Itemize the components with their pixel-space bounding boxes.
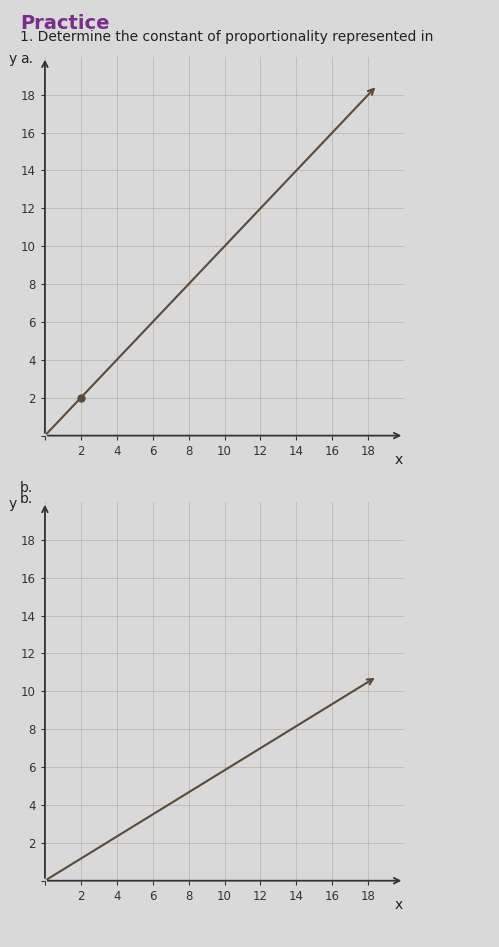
- Text: a.: a.: [20, 52, 33, 66]
- Text: b.: b.: [20, 481, 33, 495]
- Text: x: x: [395, 453, 403, 467]
- Text: x: x: [395, 898, 403, 912]
- Text: y: y: [8, 51, 16, 65]
- Text: y: y: [8, 496, 16, 510]
- Text: 1. Determine the constant of proportionality represented in: 1. Determine the constant of proportiona…: [20, 30, 433, 45]
- Text: b.: b.: [20, 492, 33, 507]
- Text: Practice: Practice: [20, 14, 109, 33]
